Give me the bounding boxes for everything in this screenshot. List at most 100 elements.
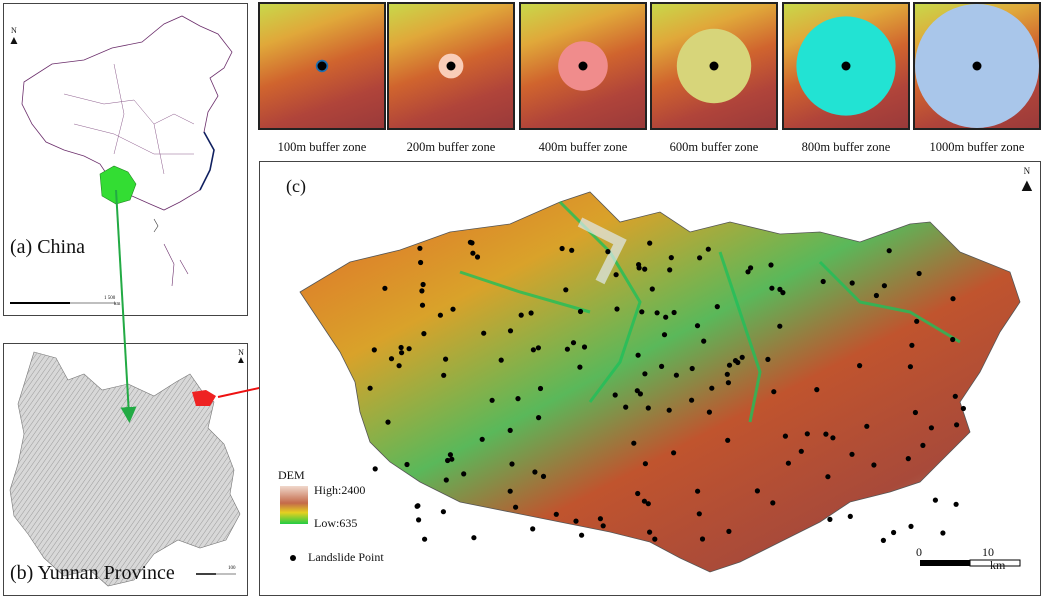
landslide-point bbox=[699, 536, 706, 542]
landslide-point bbox=[385, 419, 391, 425]
landslide-point bbox=[507, 328, 514, 334]
landslide-point bbox=[579, 532, 585, 538]
landslide-point bbox=[909, 342, 915, 348]
dem-legend-low: Low:635 bbox=[314, 516, 358, 530]
landslide-point bbox=[695, 488, 701, 494]
landslide-point bbox=[916, 270, 922, 277]
landslide-point bbox=[849, 451, 855, 457]
landslide-point bbox=[469, 240, 475, 246]
landslide-point bbox=[798, 448, 804, 454]
landslide-point bbox=[530, 526, 536, 532]
panel-a-label: (a) China bbox=[10, 236, 85, 258]
landslide-point bbox=[645, 501, 651, 507]
landslide-points bbox=[367, 239, 967, 543]
landslide-point bbox=[768, 262, 774, 268]
yunnan-map bbox=[9, 351, 241, 587]
landslide-point bbox=[864, 423, 870, 429]
landslide-point bbox=[471, 535, 477, 541]
landslide-point bbox=[689, 397, 695, 403]
landslide-point bbox=[636, 265, 642, 271]
buffer-thumbnail bbox=[782, 2, 910, 130]
landslide-point bbox=[804, 431, 810, 437]
landslide-point bbox=[667, 267, 673, 273]
landslide-point bbox=[420, 281, 426, 288]
landslide-point bbox=[701, 338, 707, 344]
landslide-point bbox=[642, 461, 648, 467]
landslide-point bbox=[414, 503, 420, 509]
landslide-point bbox=[372, 466, 378, 472]
landslide-point-marker bbox=[709, 61, 719, 71]
scale-unit: km bbox=[114, 302, 121, 307]
landslide-point bbox=[654, 310, 660, 316]
landslide-point bbox=[771, 389, 777, 395]
landslide-point bbox=[696, 511, 702, 517]
landslide-point bbox=[659, 363, 665, 369]
landslide-point bbox=[881, 283, 888, 289]
landslide-point-marker bbox=[578, 61, 588, 71]
panel-b-label: (b) Yunnan Province bbox=[10, 562, 175, 584]
scalebar-end: 10 bbox=[982, 545, 994, 559]
landslide-point bbox=[518, 312, 524, 318]
landslide-point bbox=[871, 462, 877, 468]
landslide-point bbox=[443, 477, 449, 483]
landslide-point bbox=[623, 404, 629, 410]
landslide-point bbox=[367, 385, 373, 391]
landslide-point bbox=[880, 537, 887, 543]
landslide-point bbox=[908, 523, 914, 529]
landslide-point bbox=[637, 391, 643, 397]
landslide-point bbox=[725, 437, 731, 443]
landslide-point bbox=[857, 363, 863, 369]
landslide-point bbox=[954, 422, 960, 428]
landslide-point bbox=[382, 285, 388, 291]
buffer-thumbnail bbox=[519, 2, 647, 130]
landslide-point bbox=[652, 536, 658, 542]
buffer-caption: 200m buffer zone bbox=[406, 140, 496, 154]
landslide-point bbox=[647, 529, 653, 535]
landslide-point bbox=[513, 504, 519, 510]
landslide-point bbox=[830, 435, 836, 441]
landslide-point bbox=[668, 255, 674, 261]
landslide-point bbox=[417, 245, 423, 251]
landslide-point bbox=[641, 498, 647, 504]
landslide-point bbox=[445, 457, 451, 464]
scalebar-start: 0 bbox=[916, 545, 922, 559]
landslide-point bbox=[827, 516, 833, 522]
landslide-point bbox=[671, 450, 677, 456]
landslide-point bbox=[673, 372, 679, 378]
landslide-point bbox=[614, 306, 620, 312]
landslide-point bbox=[952, 393, 958, 399]
landslide-point bbox=[714, 304, 720, 310]
landslide-point bbox=[479, 436, 485, 442]
landslide-point bbox=[748, 265, 754, 271]
buffer-caption: 600m buffer zone bbox=[669, 140, 759, 154]
landslide-point bbox=[613, 272, 619, 278]
landslide-point bbox=[932, 497, 939, 503]
buffer-caption: 1000m buffer zone bbox=[929, 140, 1025, 154]
landslide-point bbox=[564, 346, 570, 352]
landslide-point bbox=[849, 280, 855, 286]
landslide-point bbox=[634, 388, 640, 394]
landslide-point bbox=[528, 310, 534, 316]
landslide-point bbox=[847, 513, 853, 519]
landslide-point bbox=[706, 409, 712, 415]
legend-point-label: Landslide Point bbox=[308, 550, 384, 564]
landslide-point bbox=[754, 488, 760, 494]
landslide-point bbox=[416, 517, 422, 523]
dem-legend-ramp bbox=[280, 486, 308, 524]
buffer-caption: 800m buffer zone bbox=[801, 140, 891, 154]
landslide-point bbox=[605, 249, 611, 255]
landslide-point bbox=[765, 356, 771, 362]
landslide-point bbox=[724, 371, 730, 377]
landslide-point bbox=[647, 240, 653, 246]
landslide-point bbox=[569, 247, 575, 253]
landslide-point bbox=[559, 245, 565, 252]
landslide-point bbox=[732, 358, 739, 364]
landslide-point bbox=[399, 350, 405, 356]
landslide-point bbox=[823, 431, 829, 437]
landslide-point bbox=[725, 380, 731, 386]
landslide-point-marker bbox=[972, 61, 982, 71]
landslide-point bbox=[553, 511, 559, 517]
landslide-point bbox=[577, 308, 584, 315]
landslide-point bbox=[697, 255, 703, 261]
landslide-point bbox=[891, 529, 897, 536]
